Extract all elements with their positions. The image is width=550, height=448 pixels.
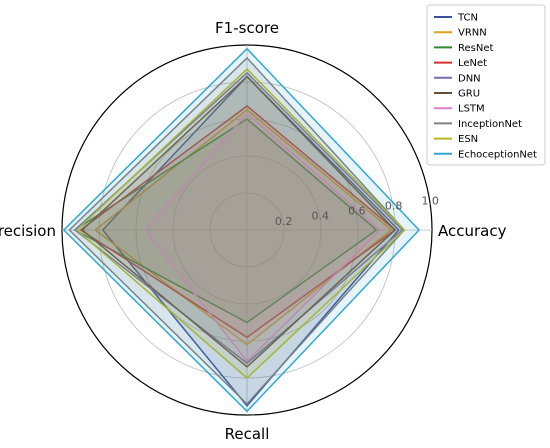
r-tick-label: 1.0: [421, 194, 439, 207]
legend-label: LSTM: [458, 104, 485, 115]
r-tick-label: 0.6: [348, 205, 366, 218]
legend-label: DNN: [458, 73, 481, 84]
r-tick-label: 0.8: [385, 199, 403, 212]
axis-label-precision: Precision: [0, 222, 56, 240]
legend-label: TCN: [457, 13, 478, 24]
legend-label: LeNet: [458, 58, 487, 69]
radar-series: [62, 47, 421, 413]
axis-label-accuracy: Accuracy: [438, 222, 507, 240]
legend-label: ESN: [458, 134, 478, 145]
series-gru-polygon: [81, 75, 397, 368]
legend: TCN VRNN ResNet LeNet DNN GRU LSTM InceptionNet…: [426, 4, 546, 166]
axis-labels: Accuracy F1-score Precision Recall: [0, 19, 507, 443]
series-echoceptionnet-polygon: [62, 47, 421, 413]
series-lenet-polygon: [79, 105, 397, 339]
radial-tick-labels: 0.2 0.4 0.6 0.8 1.0: [275, 194, 439, 228]
legend-label: EchoceptionNet: [458, 149, 537, 160]
series-esn-polygon: [75, 68, 406, 380]
axis-label-recall: Recall: [225, 425, 270, 443]
legend-label: ResNet: [458, 43, 493, 54]
legend-label: GRU: [458, 89, 480, 100]
legend-box: [426, 4, 546, 166]
r-tick-label: 0.4: [312, 210, 330, 223]
legend-label: InceptionNet: [458, 119, 522, 130]
r-tick-label: 0.2: [275, 215, 293, 228]
series-lstm-polygon: [144, 112, 382, 363]
axis-label-f1-score: F1-score: [215, 19, 279, 37]
legend-label: VRNN: [458, 28, 487, 39]
